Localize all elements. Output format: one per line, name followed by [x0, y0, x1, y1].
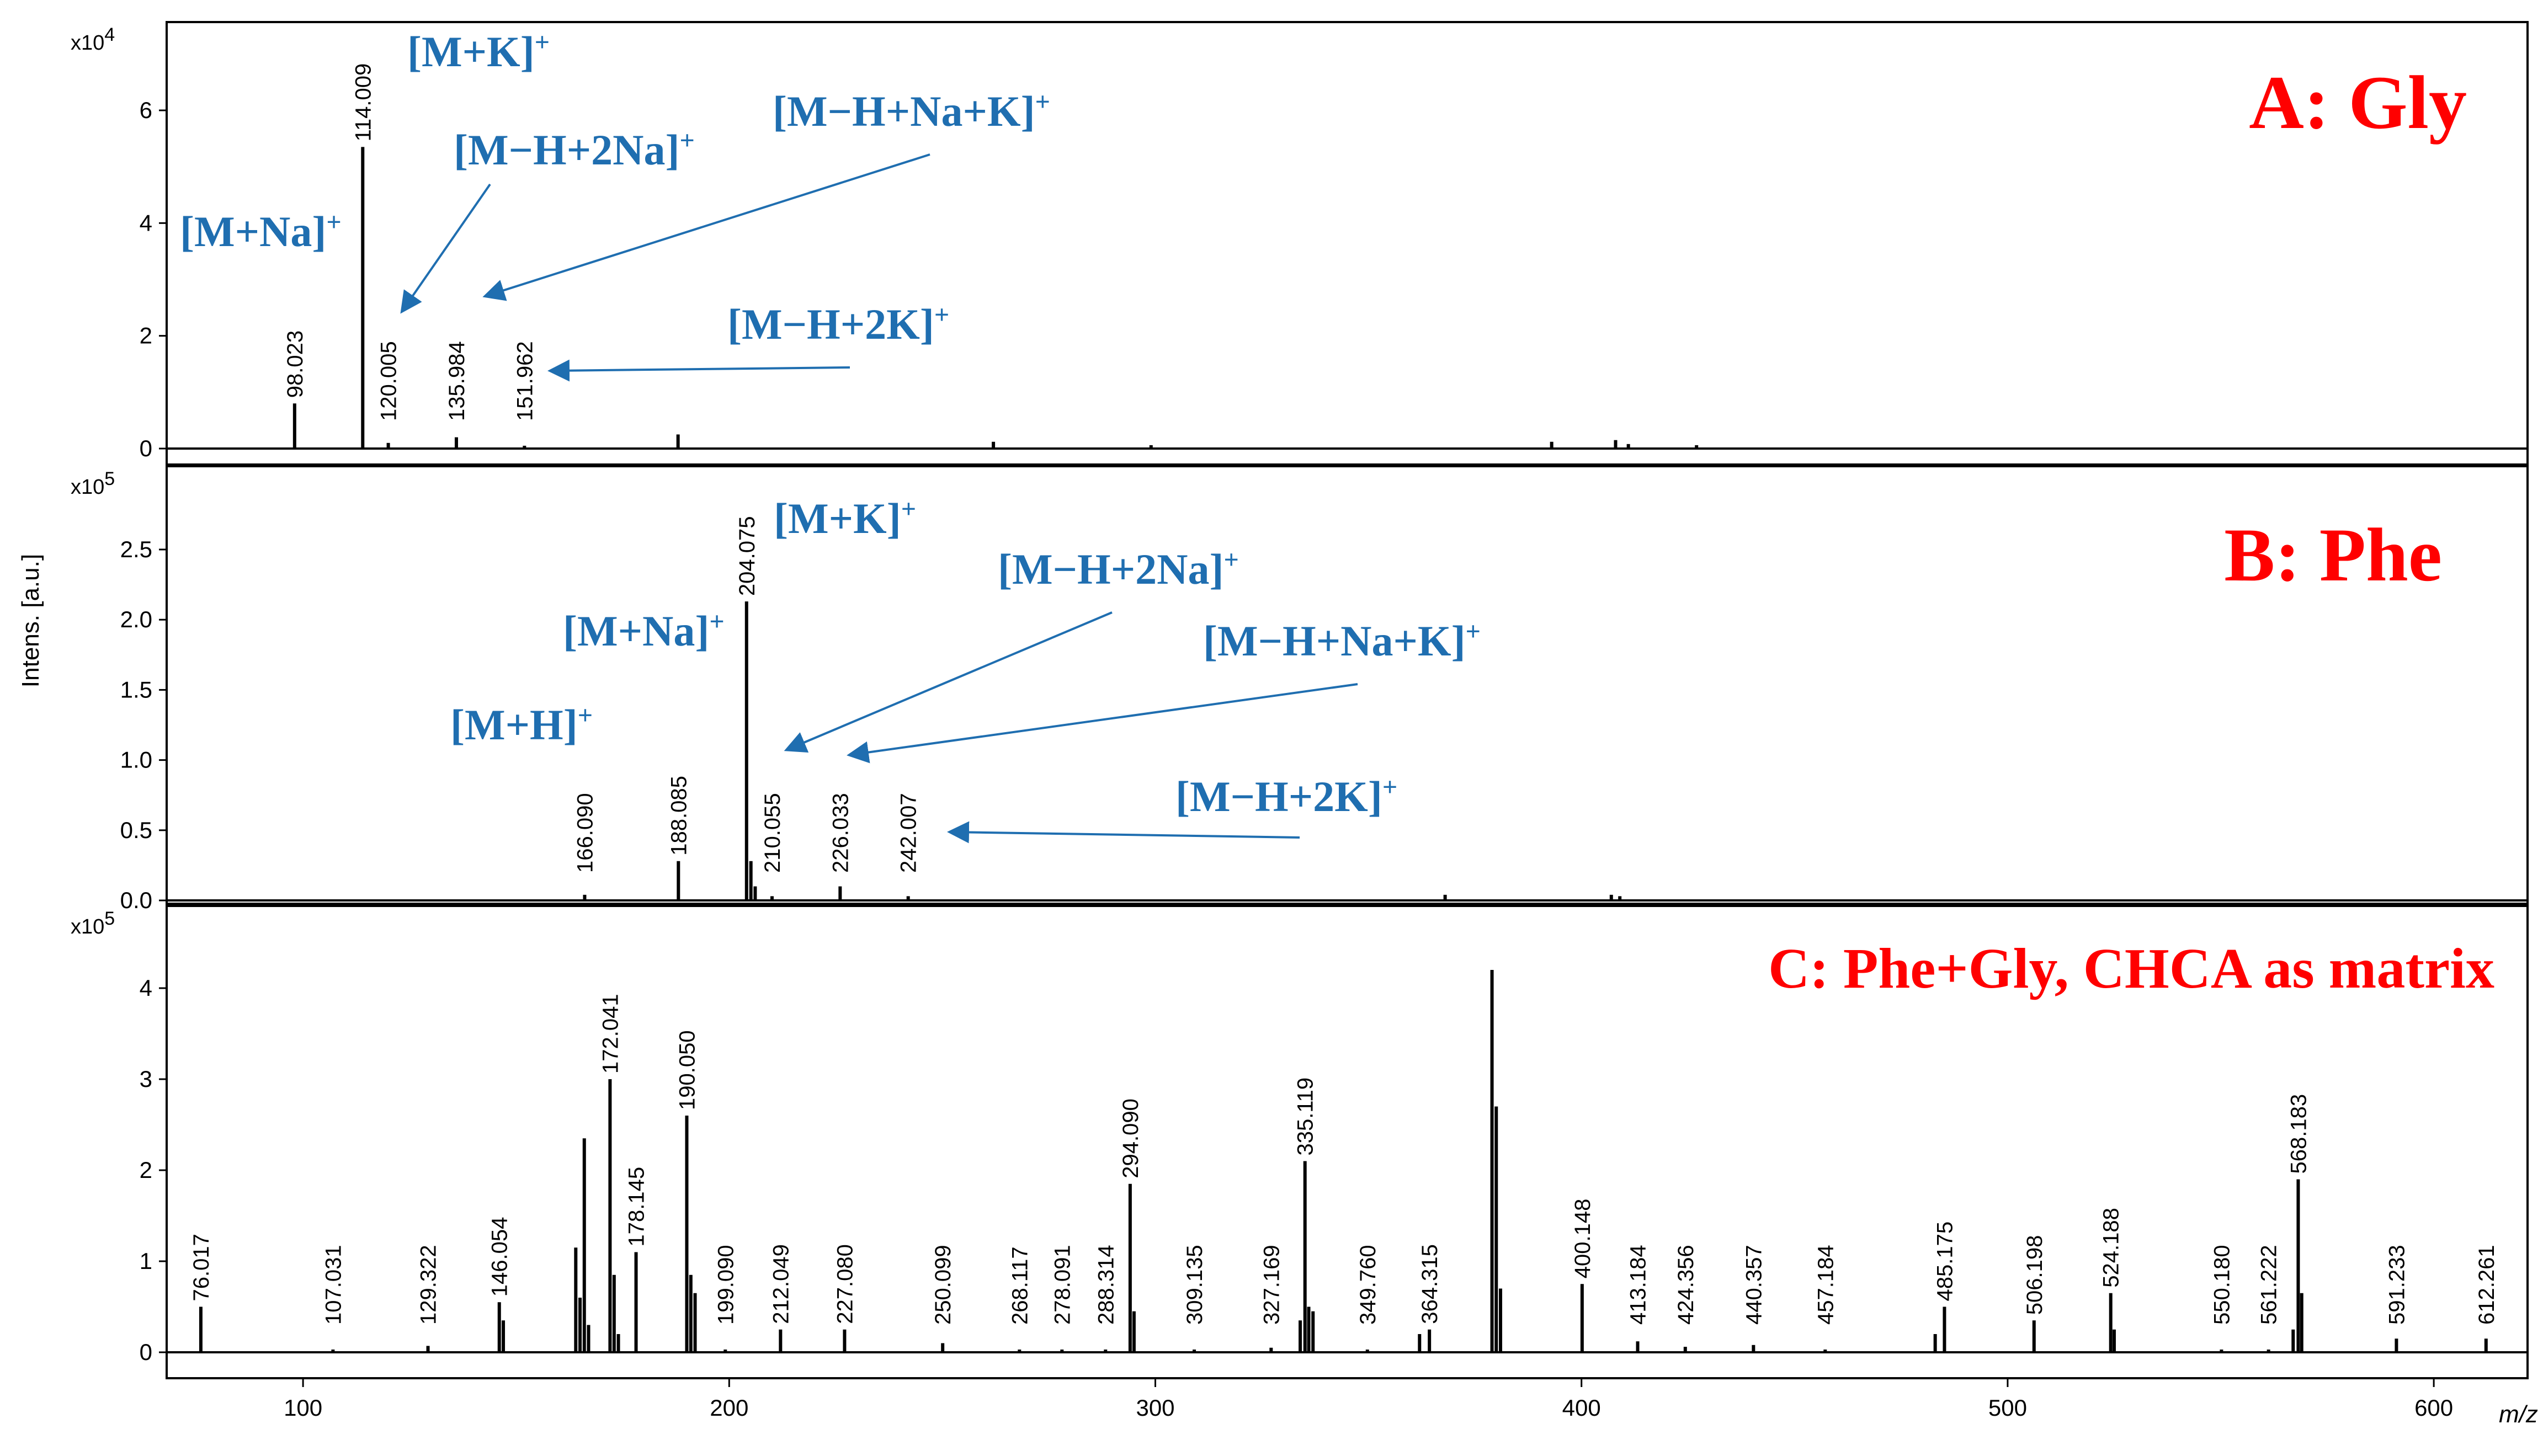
x-axis-title: m/z: [2499, 1401, 2538, 1428]
panel-A-multiplier: x104: [71, 24, 115, 55]
panel-C-peak-label: 278.091: [1050, 1245, 1074, 1325]
panel-C-peak-label: 327.169: [1259, 1245, 1284, 1325]
panel-B-ion-annotation: [M−H+2Na]+: [998, 545, 1239, 593]
panel-C-peak-label: 561.222: [2257, 1245, 2281, 1325]
panel-C-peak-label: 146.054: [488, 1217, 512, 1297]
panel-C-peak-label: 364.315: [1418, 1244, 1442, 1324]
panel-C-ytick-label: 4: [140, 975, 152, 1001]
panel-A-title: A: Gly: [2249, 60, 2467, 145]
panel-C-peak-label: 172.041: [598, 994, 623, 1074]
y-axis-title: Intens. [a.u.]: [17, 554, 44, 687]
panel-B-ytick-label: 0.5: [120, 817, 152, 843]
panel-A-ion-annotation: [M−H+2K]+: [727, 300, 949, 348]
panel-A-peak-label: 120.005: [377, 341, 401, 421]
panel-C-peak-label: 524.188: [2099, 1208, 2124, 1288]
panel-C-ytick-label: 0: [140, 1339, 152, 1365]
panel-C-peak-label: 250.099: [931, 1245, 955, 1325]
panel-B-title: B: Phe: [2224, 513, 2442, 597]
panel-A-peak-label: 135.984: [445, 341, 469, 421]
panel-A-ion-annotation: [M−H+2Na]+: [454, 126, 695, 174]
panel-B-ion-annotation: [M−H+Na+K]+: [1203, 617, 1481, 665]
panel-C-peak-label: 212.049: [769, 1244, 793, 1324]
panel-C-peak-label: 178.145: [625, 1167, 649, 1247]
panel-C-peak-label: 309.135: [1183, 1245, 1207, 1325]
panel-A-peak-label: 98.023: [283, 330, 307, 398]
panel-A-ion-annotation: [M+K]+: [407, 28, 550, 76]
panel-A-annotation-arrow: [547, 359, 850, 382]
panel-C-frame: [166, 905, 2529, 1379]
panel-B-peak-label: 188.085: [667, 776, 691, 856]
x-axis-tick-label: 200: [710, 1395, 748, 1421]
panel-C-peak-label: 76.017: [189, 1234, 214, 1301]
panel-C-peak-label: 349.760: [1356, 1245, 1380, 1325]
panel-C-peak-label: 591.233: [2385, 1245, 2409, 1325]
panel-B-multiplier: x105: [71, 468, 115, 499]
panel-B-ytick-label: 0.0: [120, 887, 152, 913]
panel-C-peak-label: 335.119: [1294, 1078, 1318, 1156]
panel-C-peak-label: 268.117: [1008, 1246, 1032, 1325]
panel-A-peak-label: 151.962: [513, 341, 537, 421]
panel-C-peak-label: 457.184: [1813, 1245, 1838, 1325]
panel-B-peak-label: 166.090: [573, 793, 597, 873]
panel-A-ytick-label: 2: [140, 323, 152, 349]
x-axis-tick-label: 600: [2414, 1395, 2453, 1421]
x-axis-tick-label: 400: [1562, 1395, 1601, 1421]
panel-C-peak-label: 413.184: [1626, 1245, 1651, 1325]
panel-C-peak-label: 107.031: [321, 1245, 345, 1325]
x-axis-tick-label: 300: [1136, 1395, 1174, 1421]
panel-C-peak-label: 440.357: [1742, 1245, 1766, 1325]
panel-B-peak-label: 226.033: [828, 793, 853, 873]
panel-C-multiplier: x105: [71, 908, 115, 938]
panel-B-peak-label: 242.007: [897, 793, 921, 873]
x-axis-tick-label: 100: [284, 1395, 322, 1421]
panel-B-ion-annotation: [M−H+2K]+: [1175, 772, 1397, 820]
panel-B-ion-annotation: [M+H]+: [450, 701, 593, 749]
panel-C-peak-label: 190.050: [675, 1030, 699, 1110]
panel-A-peak-label: 114.009: [351, 63, 375, 142]
panel-C-peak-label: 612.261: [2475, 1245, 2499, 1325]
panel-B-peak-label: 204.075: [735, 516, 759, 596]
panel-C-peak-label: 506.198: [2023, 1235, 2047, 1315]
panel-C-peak-label: 400.148: [1571, 1199, 1595, 1279]
panel-A-annotation-arrow: [482, 153, 930, 301]
panel-B-annotation-arrow: [847, 683, 1358, 764]
panel-C-peak-label: 568.183: [2286, 1094, 2311, 1174]
panel-C-peak-label: 199.090: [714, 1245, 738, 1325]
panel-C-peak-label: 294.090: [1119, 1098, 1143, 1178]
panel-A-ytick-label: 0: [140, 435, 152, 461]
x-axis-tick-label: 500: [1988, 1395, 2027, 1421]
panel-B-frame: [166, 465, 2529, 905]
panel-B-annotation-arrow: [947, 821, 1300, 844]
panel-A-annotation-arrow: [400, 183, 491, 314]
panel-B-ytick-label: 2.5: [120, 536, 152, 562]
panel-C-peak-label: 550.180: [2210, 1245, 2234, 1325]
panel-A-frame: [166, 21, 2529, 466]
panel-B-ytick-label: 1.5: [120, 676, 152, 702]
panel-B-ion-annotation: [M+K]+: [774, 494, 916, 542]
panel-C-title: C: Phe+Gly, CHCA as matrix: [1768, 937, 2494, 1000]
panel-A-ion-annotation: [M+Na]+: [180, 207, 342, 255]
panel-A-ion-annotation: [M−H+Na+K]+: [773, 87, 1050, 135]
panel-C-peak-label: 485.175: [1933, 1222, 1957, 1302]
panel-A-ytick-label: 6: [140, 97, 152, 123]
panel-B-annotation-arrow: [784, 611, 1113, 753]
panel-C-ytick-label: 2: [140, 1157, 152, 1183]
panel-B-ion-annotation: [M+Na]+: [563, 607, 725, 655]
panel-C-peak-label: 424.356: [1674, 1245, 1698, 1325]
panel-C-ytick-label: 3: [140, 1066, 152, 1092]
panel-B-peak-label: 210.055: [760, 793, 785, 873]
panel-C-ytick-label: 1: [140, 1248, 152, 1274]
panel-B-ytick-label: 1.0: [120, 747, 152, 773]
panel-C-peak-label: 227.080: [833, 1244, 857, 1324]
panel-A-ytick-label: 4: [140, 210, 152, 236]
panel-C-peak-label: 129.322: [417, 1245, 441, 1325]
panel-C-peak-label: 288.314: [1094, 1245, 1118, 1325]
panel-B-ytick-label: 2.0: [120, 606, 152, 632]
